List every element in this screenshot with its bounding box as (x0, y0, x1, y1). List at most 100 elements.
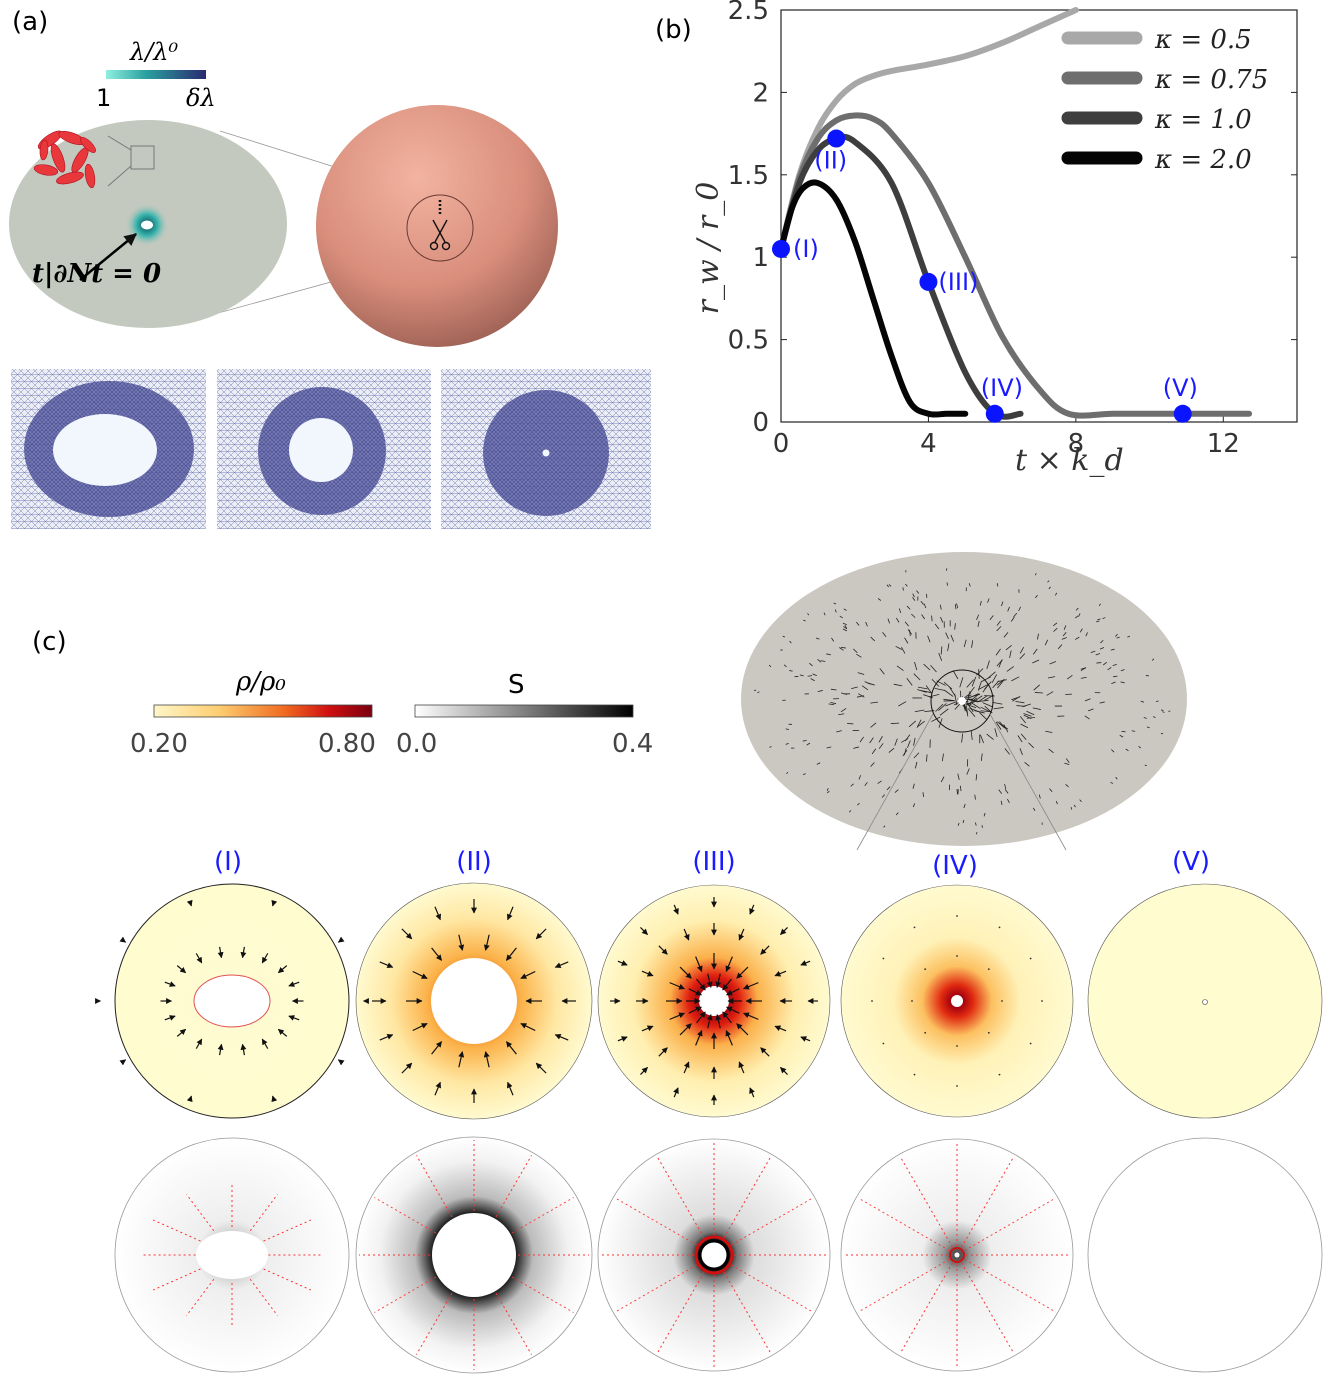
dish-arrow (981, 676, 991, 682)
director-line (416, 1155, 453, 1218)
dish-arrow (992, 702, 1003, 705)
dish-arrow (1080, 676, 1087, 679)
velocity-arrow (987, 1031, 990, 1034)
dish-arrow (966, 679, 974, 688)
dish-arrow (983, 812, 986, 817)
dish-arrow (1075, 607, 1079, 611)
y-tick-label-5: 2.5 (728, 0, 769, 26)
velocity-arrow (998, 1073, 1001, 1076)
dish-arrow (1062, 631, 1067, 637)
dish-arrow (1020, 723, 1029, 729)
y-tick-label-4: 2 (752, 78, 769, 108)
director-line (657, 1157, 705, 1238)
dish-arrow (809, 662, 813, 667)
density-disc-2 (355, 882, 593, 1120)
dish-arrow (957, 822, 960, 826)
dish-arrow (1035, 594, 1038, 599)
dish-arrow (806, 742, 811, 746)
dish-arrow (757, 691, 760, 693)
dish-arrow (871, 748, 877, 755)
dish-arrow (1115, 633, 1118, 637)
x-tick-label-0: 0 (773, 429, 790, 459)
director-line (859, 1259, 950, 1312)
velocity-arrow (288, 1015, 300, 1021)
order-disc-5 (1087, 1137, 1323, 1373)
velocity-arrow (695, 956, 703, 972)
dish-arrow (1099, 647, 1105, 650)
dish-arrow (844, 624, 848, 630)
dish-arrow (1120, 669, 1125, 672)
dish-arrow (785, 728, 790, 730)
dish-arrow (923, 603, 927, 609)
dish-arrow (1038, 794, 1041, 799)
dish-arrow (962, 819, 965, 824)
dish-arrow (928, 694, 940, 698)
dish-arrow (1016, 705, 1026, 707)
dish-arrow (1005, 645, 1012, 651)
dish-arrow (996, 620, 1001, 626)
velocity-arrow (706, 973, 713, 988)
dish-arrow (1084, 698, 1091, 702)
dish-arrow (1073, 804, 1076, 808)
dish-arrow (893, 683, 903, 687)
dish-arrow (870, 701, 878, 704)
dish-arrow (977, 699, 989, 702)
dish-arrow (1161, 709, 1164, 711)
dish-arrow (913, 737, 916, 746)
dish-arrow (978, 669, 980, 679)
stage-label-5: (V) (1172, 847, 1210, 877)
dish-arrow (913, 752, 920, 759)
dish-arrow (1095, 653, 1101, 656)
velocity-arrow (379, 1033, 394, 1041)
dish-arrow (959, 785, 962, 792)
dish-arrow (994, 728, 998, 738)
dish-arrow (857, 802, 860, 806)
dish-arrow (908, 720, 917, 728)
dish-arrow (831, 637, 835, 642)
dish-arrow (957, 773, 960, 780)
dish-arrow (920, 690, 931, 693)
dish-arrow (870, 722, 877, 728)
velocity-arrow (401, 928, 413, 940)
velocity-arrow (683, 928, 690, 941)
dish-arrow (970, 702, 981, 709)
dish-arrow (826, 653, 831, 656)
dish-arrow (967, 708, 976, 718)
dish-arrow (979, 600, 982, 606)
dish-arrow (865, 621, 868, 627)
dish-arrow (858, 775, 861, 780)
y-tick-label-2: 1 (752, 243, 769, 273)
legend-label-1: κ = 0.75 (1154, 65, 1268, 95)
dish-arrow (839, 647, 844, 651)
dish-arrow (1084, 715, 1090, 720)
dish-arrow (768, 664, 772, 668)
order-disc-1 (114, 1137, 350, 1373)
stage-label-4: (IV) (932, 851, 978, 881)
dish-arrow (977, 620, 980, 627)
dish-arrow (961, 733, 964, 743)
dish-arrow (785, 743, 789, 745)
dish-arrow (782, 635, 786, 638)
dish-arrow (954, 604, 957, 610)
velocity-arrow (434, 1081, 442, 1096)
velocity-arrow (1041, 1000, 1043, 1002)
dish-arrow (828, 703, 835, 706)
dish-arrow (1048, 748, 1054, 754)
velocity-arrow (195, 953, 203, 964)
stage-marker-label-4: (V) (1163, 374, 1198, 402)
director-lines (141, 1140, 1069, 1370)
rho-colorbar-min: 0.20 (130, 729, 188, 759)
dish-arrow (842, 628, 848, 632)
velocity-arrow (760, 1047, 770, 1057)
velocity-arrow (679, 966, 692, 979)
zoom-box (130, 145, 155, 170)
dish-arrow (1097, 618, 1101, 621)
dish-arrow (984, 681, 992, 690)
dish-arrow (935, 703, 944, 712)
velocity-arrow (743, 982, 759, 990)
dish-arrow (812, 673, 817, 677)
velocity-arrow (520, 1023, 536, 1032)
dish-arrow (927, 635, 931, 643)
dish-arrow (925, 685, 933, 694)
x-tick-label-2: 8 (1068, 429, 1085, 459)
